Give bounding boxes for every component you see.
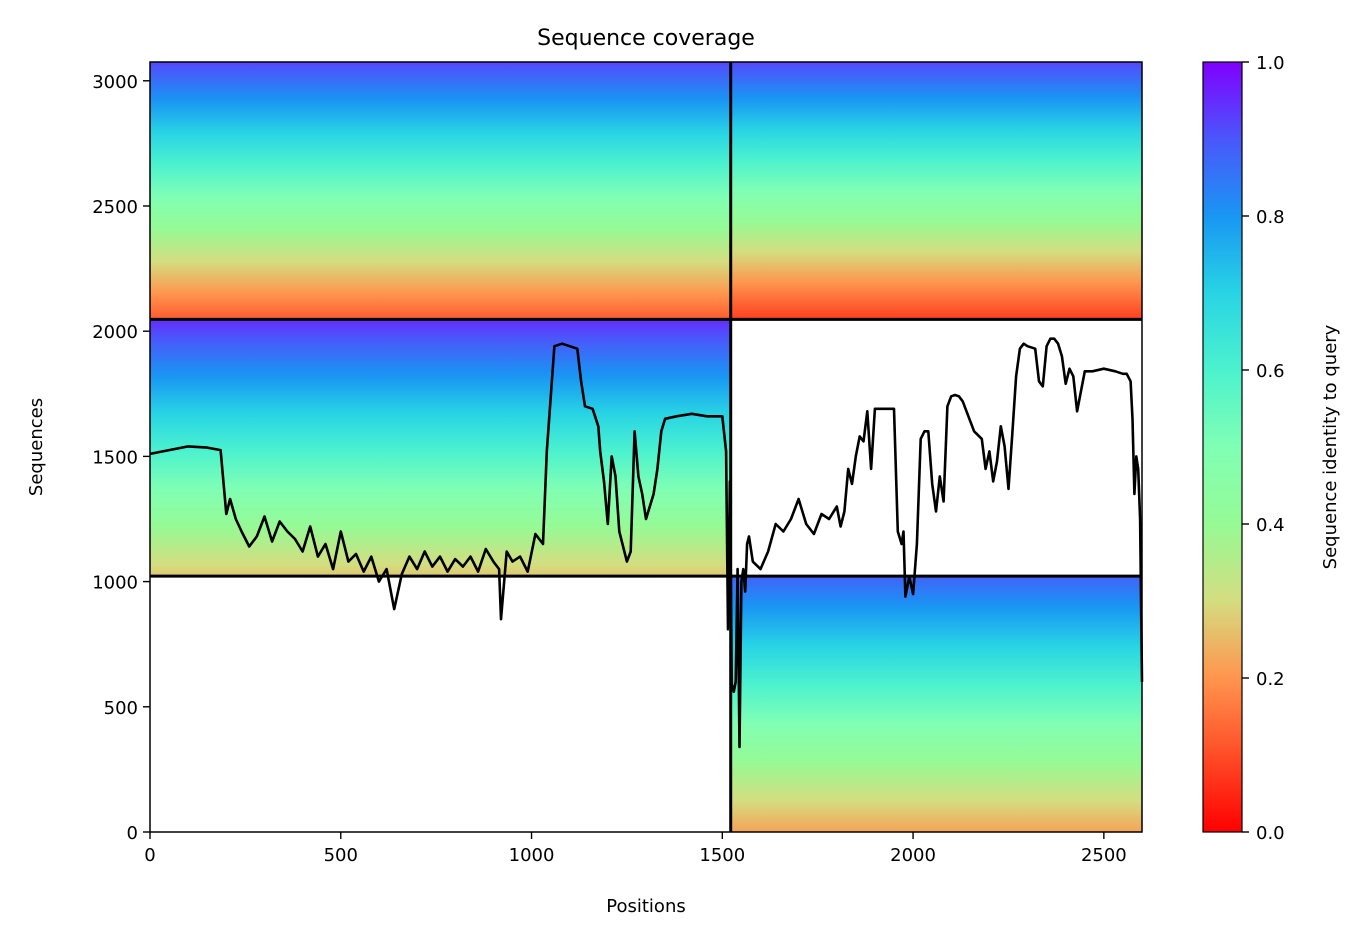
coverage-block-top-left [150,62,731,320]
x-axis: 0 500 1000 1500 2000 2500 [144,832,1127,866]
chart-title: Sequence coverage [537,26,755,51]
plot-frame [149,61,1143,833]
coverage-blocks [150,62,1142,832]
colorbar-tick-label: 0.2 [1256,669,1285,690]
colorbar-tick-label: 0.4 [1256,515,1285,536]
coverage-block-bottom-right [730,576,1142,832]
x-axis-label: Positions [606,896,685,917]
colorbar-tick-label: 0.8 [1256,207,1285,228]
y-tick-label: 1000 [92,573,138,594]
y-tick-label: 1500 [92,447,138,468]
colorbar-ticks: 0.0 0.2 0.4 0.6 0.8 1.0 [1242,53,1285,844]
colorbar-tick-label: 1.0 [1256,53,1285,74]
y-tick-label: 2000 [92,322,138,343]
x-tick-label: 1000 [509,845,555,866]
x-tick-label: 0 [144,845,155,866]
y-tick-label: 2500 [92,197,138,218]
coverage-block-middle-left [150,319,731,577]
y-tick-label: 500 [104,698,138,719]
y-axis: 0 500 1000 1500 2000 2500 3000 [92,72,150,844]
colorbar [1202,61,1243,833]
x-tick-label: 2500 [1081,845,1127,866]
block-separators [150,62,1142,832]
coverage-line [149,337,1144,749]
coverage-line-group [149,337,1144,749]
colorbar-tick-label: 0.0 [1256,823,1285,844]
y-tick-label: 0 [127,823,138,844]
y-tick-label: 3000 [92,72,138,93]
x-tick-label: 2000 [890,845,936,866]
x-tick-label: 500 [324,845,358,866]
coverage-block-top-right [730,62,1142,320]
y-axis-label: Sequences [26,398,47,496]
x-tick-label: 1500 [699,845,745,866]
colorbar-label: Sequence identity to query [1320,324,1341,569]
colorbar-tick-label: 0.6 [1256,361,1285,382]
